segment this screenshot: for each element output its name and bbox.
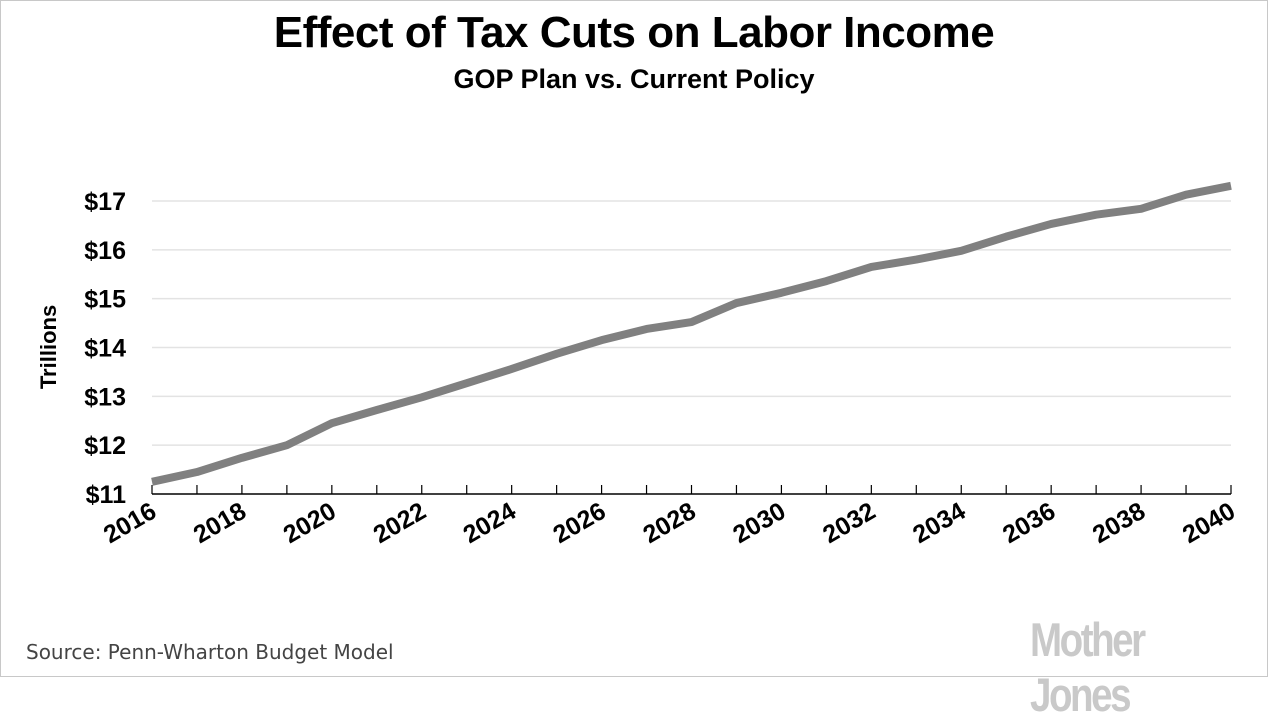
y-axis-ticks: $11 $12 $13 $14 $15 $16 $17 [84, 188, 126, 509]
x-tick-label: 2024 [458, 497, 520, 549]
y-tick-label: $17 [84, 188, 126, 216]
x-tick-label: 2020 [279, 497, 341, 549]
x-tick-label: 2030 [728, 497, 790, 549]
y-tick-label: $11 [86, 481, 126, 509]
series-group [152, 186, 1231, 482]
x-tick-label: 2018 [189, 497, 251, 549]
y-tick-label: $15 [84, 286, 126, 314]
x-tick-label: 2034 [908, 497, 970, 549]
x-tick-label: 2028 [638, 497, 700, 549]
y-tick-label: $13 [84, 383, 126, 411]
x-tick-label: 2040 [1178, 497, 1240, 549]
y-tick-label: $12 [84, 432, 126, 460]
y-tick-label: $14 [84, 335, 126, 363]
x-tick-label: 2022 [369, 497, 431, 549]
y-axis-label: Trillions [36, 305, 61, 389]
x-tick-label: 2026 [548, 497, 610, 549]
x-tick-label: 2032 [818, 497, 880, 549]
x-axis [152, 485, 1231, 494]
y-tick-label: $16 [84, 237, 126, 265]
x-tick-label: 2038 [1088, 497, 1150, 549]
source-note: Source: Penn-Wharton Budget Model [26, 640, 394, 664]
series-line-0 [152, 186, 1231, 482]
x-tick-label: 2036 [998, 497, 1060, 549]
mother-jones-logo: Mother Jones [1030, 612, 1225, 722]
